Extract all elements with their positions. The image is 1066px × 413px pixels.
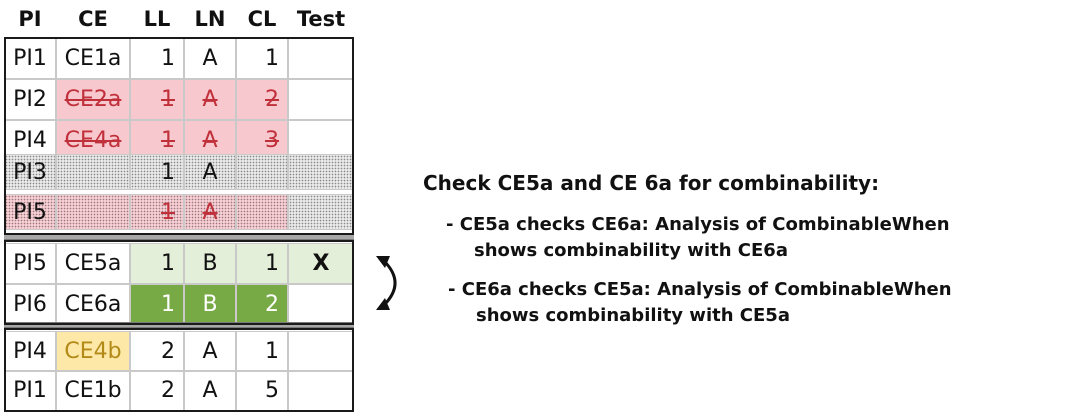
header-ln: LN [194, 7, 226, 31]
note-item-2-line2: shows combinability with CE5a [476, 305, 790, 326]
struck-text: 2 [265, 87, 279, 112]
cell-ce: CE6a [56, 284, 130, 325]
cell-test-mark: X [288, 243, 354, 284]
cell-pi: PI2 [4, 79, 56, 120]
cell-ln: A [184, 79, 236, 120]
table-row: PI4 CE4b 2 A 1 [4, 331, 354, 372]
header-test: Test [296, 7, 346, 31]
cell-cl: 2 [236, 79, 288, 120]
cell-test [288, 154, 354, 190]
cell-ce: CE5a [56, 243, 130, 284]
table-row: PI1 CE1b 2 A 5 [4, 370, 354, 411]
cell-ln: A [184, 154, 236, 190]
table-row: PI2 CE2a 1 A 2 [4, 79, 354, 120]
note-item-1-line1: - CE5a checks CE6a: Analysis of Combinab… [446, 214, 950, 235]
struck-text: A [202, 128, 218, 153]
group-border [4, 328, 354, 412]
table-row: PI5 CE5a 1 B 1 X [4, 243, 354, 284]
struck-text: CE4a [64, 128, 122, 153]
struck-text: 3 [265, 128, 279, 153]
cell-ce [56, 194, 130, 230]
curved-double-arrow-icon [376, 256, 397, 310]
cell-ce [56, 154, 130, 190]
table-row: PI4 CE4a 1 A 3 [4, 120, 354, 161]
cell-pi: PI4 [4, 120, 56, 161]
header-pi: PI [18, 7, 42, 31]
struck-text: CE2a [64, 87, 122, 112]
note-item-2-line1: - CE6a checks CE5a: Analysis of Combinab… [448, 279, 952, 300]
cell-ll: 1 [130, 284, 184, 325]
header-cl: CL [247, 7, 277, 31]
note-item-1-line2: shows combinability with CE6a [474, 240, 788, 261]
notes-heading: Check CE5a and CE 6a for combinability: [423, 171, 880, 195]
cell-pi: PI5 [4, 243, 56, 284]
struck-text: 1 [161, 87, 175, 112]
cell-cl: 2 [236, 284, 288, 325]
header-ce: CE [78, 7, 108, 31]
cell-ln: A [184, 331, 236, 372]
table-row: PI1 CE1a 1 A 1 [4, 38, 354, 79]
cell-ln: A [184, 194, 236, 230]
cell-pi: PI3 [4, 154, 56, 190]
table-row: PI3 1 A [4, 154, 354, 195]
struck-text: 1 [161, 128, 175, 153]
struck-text: 1 [161, 199, 175, 225]
group-border [4, 240, 354, 325]
cell-ce: CE2a [56, 79, 130, 120]
cell-ll: 1 [130, 243, 184, 284]
group-separator [4, 322, 354, 328]
cell-ll: 2 [130, 331, 184, 372]
cell-cl: 1 [236, 243, 288, 284]
cell-cl: 1 [236, 331, 288, 372]
cell-pi: PI5 [4, 194, 56, 230]
cell-ce: CE4b [56, 331, 130, 372]
cell-ll: 1 [130, 154, 184, 190]
cell-ll: 1 [130, 79, 184, 120]
struck-text: A [202, 199, 218, 225]
table-row: PI6 CE6a 1 B 2 [4, 284, 354, 325]
cell-ll: 1 [130, 194, 184, 230]
cell-ln: B [184, 243, 236, 284]
cell-cl [236, 194, 288, 230]
cell-cl [236, 154, 288, 190]
group-border [4, 37, 354, 235]
header-ll: LL [143, 7, 171, 31]
cell-ce: CE1a [56, 38, 130, 79]
cell-ce: CE1b [56, 370, 130, 411]
struck-text: A [202, 87, 218, 112]
